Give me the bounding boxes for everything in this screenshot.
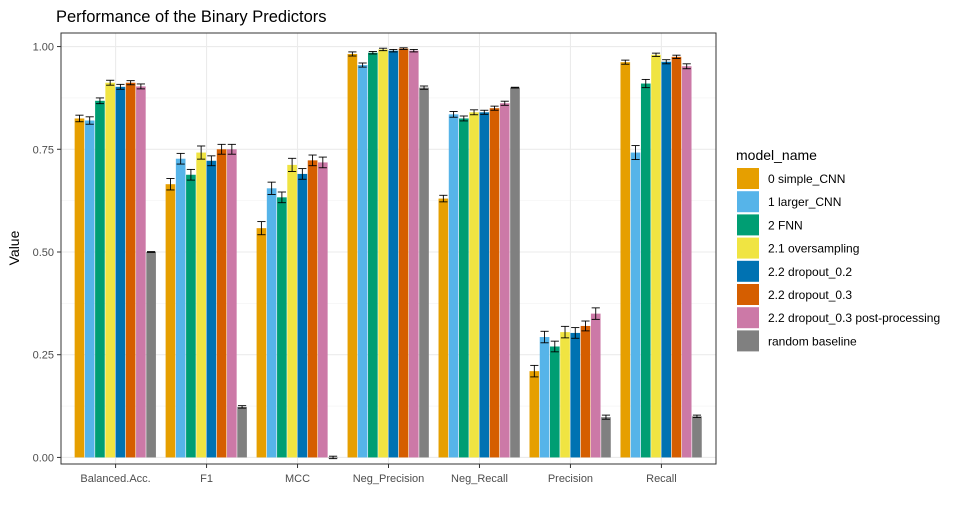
x-tick-label: Recall	[646, 473, 677, 485]
bar	[74, 118, 85, 458]
legend-swatch	[737, 260, 759, 282]
legend-label: 1 larger_CNN	[768, 195, 841, 209]
bar	[317, 162, 328, 458]
bar	[357, 65, 368, 458]
x-tick-label: Balanced.Acc.	[80, 473, 150, 485]
bar	[237, 406, 247, 458]
legend-label: 2.1 oversampling	[768, 242, 859, 256]
bar	[590, 313, 601, 458]
legend-items: 0 simple_CNN 1 larger_CNN 2 FNN 2.1 oversam…	[737, 168, 940, 352]
x-tick-label: Neg_Precision	[353, 473, 425, 485]
y-axis-label: Value	[6, 230, 22, 265]
y-axis: 0.00 0.25 0.50 0.75 1.00	[33, 42, 61, 464]
y-tick-label: 0.50	[33, 247, 54, 259]
bar	[570, 332, 581, 458]
legend-label: 2.2 dropout_0.2	[768, 265, 852, 279]
bar	[146, 251, 156, 458]
bars-group	[74, 48, 702, 459]
bar	[175, 158, 186, 458]
bar	[297, 173, 308, 458]
legend-title: model_name	[736, 147, 817, 163]
bar	[105, 82, 115, 458]
bar	[368, 52, 378, 458]
bar	[165, 184, 176, 458]
bar	[419, 87, 429, 458]
bar	[408, 50, 419, 458]
error-bars-group	[75, 47, 702, 460]
bar	[398, 48, 409, 458]
x-tick-label: Precision	[548, 473, 593, 485]
bar	[438, 198, 449, 458]
bar	[560, 332, 570, 458]
legend-label: random baseline	[768, 334, 857, 348]
bar	[580, 325, 591, 458]
legend-label: 2.2 dropout_0.3 post-processing	[768, 311, 940, 325]
bar	[651, 54, 661, 458]
x-tick-label: MCC	[285, 473, 310, 485]
bar	[671, 56, 682, 458]
y-tick-label: 0.00	[33, 452, 54, 464]
bar	[448, 114, 459, 458]
bar	[378, 49, 388, 458]
legend-label: 2 FNN	[768, 218, 803, 232]
bar	[489, 108, 500, 458]
bar	[469, 112, 479, 458]
bar	[630, 152, 641, 458]
bar	[125, 82, 136, 458]
bar	[347, 53, 358, 458]
bar	[277, 197, 287, 458]
legend-swatch	[737, 237, 759, 259]
legend-label: 0 simple_CNN	[768, 172, 845, 186]
chart-title: Performance of the Binary Predictors	[56, 8, 327, 26]
legend-swatch	[737, 168, 759, 189]
bar	[549, 346, 560, 458]
bar	[499, 103, 510, 458]
bar	[539, 337, 550, 458]
bar	[529, 371, 540, 458]
y-tick-label: 0.75	[33, 144, 54, 156]
bar	[266, 188, 277, 458]
bar	[115, 86, 126, 458]
bar	[601, 417, 611, 458]
legend-swatch	[737, 307, 759, 329]
bar	[196, 152, 206, 458]
y-tick-label: 0.25	[33, 350, 54, 362]
bar	[459, 118, 469, 458]
x-axis: Balanced.Acc. F1 MCC Neg_Precision Neg_Recal…	[80, 464, 677, 485]
bar	[216, 149, 227, 458]
bar	[681, 66, 692, 458]
legend: model_name 0 simple_CNN 1 larger_CNN 2 FNN…	[736, 147, 940, 352]
bar	[388, 50, 399, 458]
bar	[84, 120, 95, 458]
bar	[256, 228, 267, 458]
bar	[227, 149, 237, 458]
bar	[186, 174, 196, 458]
bar	[510, 87, 520, 458]
bar	[620, 62, 631, 458]
bar	[661, 61, 672, 458]
bar	[287, 164, 297, 458]
bar	[640, 83, 651, 458]
legend-swatch	[737, 191, 759, 213]
bar	[206, 160, 217, 458]
bar	[307, 160, 318, 458]
bar	[479, 112, 490, 458]
legend-swatch	[737, 284, 759, 305]
legend-swatch	[737, 330, 759, 352]
bar	[692, 416, 702, 458]
bar	[95, 100, 105, 458]
legend-label: 2.2 dropout_0.3	[768, 288, 852, 302]
x-tick-label: Neg_Recall	[451, 473, 508, 485]
legend-swatch	[737, 214, 759, 236]
x-tick-label: F1	[200, 473, 213, 485]
bar	[136, 86, 146, 458]
y-tick-label: 1.00	[33, 42, 54, 54]
